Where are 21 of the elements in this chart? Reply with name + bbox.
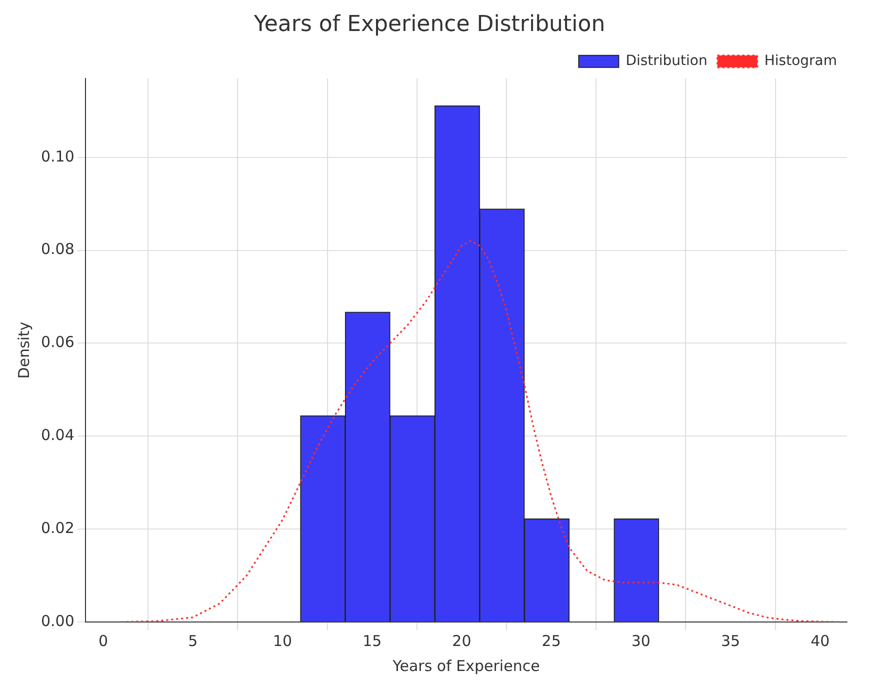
x-tick-label: 35 [720, 632, 740, 650]
x-tick-label: 5 [188, 632, 198, 650]
x-tick-label: 10 [272, 632, 292, 650]
chart-title: Years of Experience Distribution [252, 12, 606, 37]
x-axis-title: Years of Experience [392, 656, 540, 675]
y-tick-label: 0.02 [40, 518, 74, 537]
x-tick-label: 20 [452, 632, 472, 650]
legend-label: Histogram [764, 53, 837, 70]
line-series [120, 240, 839, 622]
x-tick-label: 25 [542, 632, 561, 650]
legend-label: Distribution [626, 53, 708, 70]
y-tick-label: 0.00 [40, 612, 74, 630]
x-tick-label: 40 [810, 632, 830, 650]
x-tick-label: 15 [362, 632, 382, 650]
x-tick-label: 30 [631, 632, 650, 650]
y-tick-label: 0.10 [40, 147, 74, 166]
y-axis-title: Density [14, 322, 33, 379]
x-tick-label: 0 [98, 632, 108, 650]
y-tick-label: 0.06 [40, 333, 74, 352]
y-tick-label: 0.08 [40, 240, 74, 258]
y-tick-label: 0.04 [40, 426, 74, 444]
